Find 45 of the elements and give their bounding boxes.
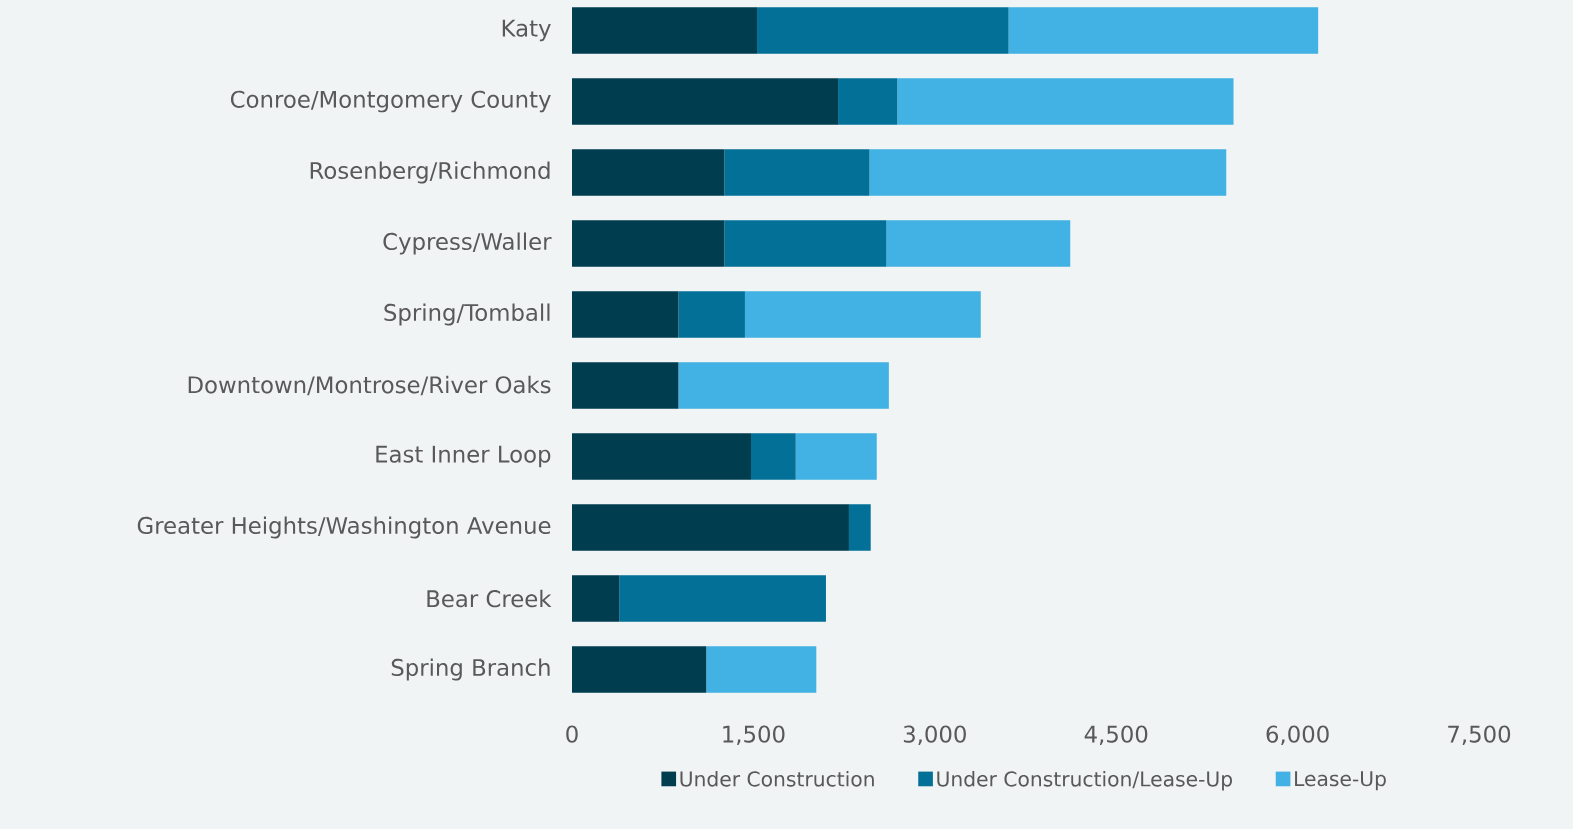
- y-tick-label: Cypress/Waller: [383, 232, 552, 255]
- x-tick-label: 1,500: [723, 725, 785, 746]
- y-tick-label: Bear Creek: [427, 589, 552, 608]
- bar: [897, 78, 1234, 125]
- x-tick-label: 3,000: [903, 725, 966, 746]
- bar: [572, 504, 849, 551]
- y-tick-label: Downtown/Montrose/River Oaks: [188, 375, 551, 396]
- bar: [848, 504, 871, 551]
- bar: [744, 291, 981, 338]
- bar: [886, 220, 1071, 267]
- bar: [678, 291, 745, 338]
- bar: [572, 362, 679, 409]
- bar: [724, 220, 887, 267]
- legend-label: Lease-Up: [1295, 771, 1386, 791]
- bar: [572, 291, 679, 338]
- bar: [838, 78, 898, 125]
- bar: [572, 575, 620, 622]
- y-tick-label: Spring Branch: [391, 658, 550, 681]
- bar: [750, 433, 796, 480]
- bar: [619, 575, 826, 622]
- bar: [572, 149, 725, 196]
- x-tick-label: 0: [566, 725, 578, 743]
- bar: [572, 220, 725, 267]
- y-tick-label: Katy: [502, 19, 551, 42]
- y-tick-label: Spring/Tomball: [384, 303, 550, 326]
- x-tick-label: 4,500: [1084, 725, 1148, 746]
- bar: [724, 149, 870, 196]
- bar: [572, 7, 758, 54]
- bar: [757, 7, 1009, 54]
- y-tick-label: Conroe/Montgomery County: [230, 90, 551, 113]
- legend-label: Under Construction: [680, 770, 874, 787]
- x-tick-label: 7,500: [1448, 725, 1511, 746]
- bar: [572, 646, 707, 693]
- bar: [795, 433, 877, 480]
- bar: [869, 149, 1227, 196]
- y-tick-label: Greater Heights/Washington Avenue: [137, 516, 551, 539]
- y-tick-label: Rosenberg/Richmond: [310, 161, 550, 184]
- bar: [572, 433, 751, 480]
- legend-label: Under Construction/Lease-Up: [937, 770, 1232, 791]
- bar: [572, 78, 839, 125]
- x-tick-label: 6,000: [1266, 725, 1329, 746]
- y-tick-label: East Inner Loop: [376, 445, 551, 468]
- bar: [1008, 7, 1319, 54]
- bar: [706, 646, 817, 693]
- bar: [678, 362, 889, 409]
